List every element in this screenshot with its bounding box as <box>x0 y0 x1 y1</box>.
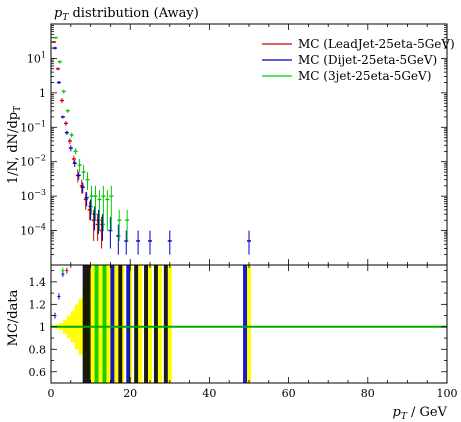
ratio-bar <box>82 265 91 383</box>
uncertainty-band <box>90 265 95 383</box>
uncertainty-band <box>128 265 133 383</box>
x-tick-label: 20 <box>123 387 137 400</box>
uncertainty-band <box>247 265 251 383</box>
ratio-bar <box>163 265 168 383</box>
ratio-content <box>51 265 447 383</box>
uncertainty-band <box>157 265 162 383</box>
ratio-bar <box>243 265 248 383</box>
axes-layer: 101 1 10−1 10−2 10−3 10−4 0 20 40 60 80 100 0.6 0.8 1 1… <box>20 23 458 400</box>
x-tick-label: 80 <box>361 387 375 400</box>
y-tick-label: 10−4 <box>20 223 46 238</box>
ratio-bar <box>110 265 115 383</box>
ratio-bar <box>134 265 139 383</box>
ratio-bar <box>102 265 107 383</box>
ratio-bar <box>118 265 123 383</box>
ratio-y-tick-label: 1 <box>39 321 46 334</box>
uncertainty-band <box>114 265 119 383</box>
legend-label: MC (Dijet-25eta-5GeV) <box>298 53 437 67</box>
ratio-y-tick-label: 0.6 <box>29 366 47 379</box>
y-tick-label: 1 <box>39 87 46 100</box>
legend-label: MC (LeadJet-25eta-5GeV) <box>298 37 455 51</box>
ratio-y-tick-label: 0.8 <box>29 343 47 356</box>
ratio-bar <box>153 265 158 383</box>
x-axis-label: pT / GeV <box>393 405 448 422</box>
ratio-bar <box>126 265 131 383</box>
y-tick-label: 10−2 <box>20 154 46 169</box>
x-tick-label: 40 <box>202 387 216 400</box>
uncertainty-band <box>167 265 172 383</box>
uncertainty-band <box>148 265 152 383</box>
x-tick-label: 100 <box>437 387 458 400</box>
legend: MC (LeadJet-25eta-5GeV) MC (Dijet-25eta-5… <box>262 37 455 83</box>
uncertainty-band <box>98 265 103 383</box>
x-tick-label: 60 <box>282 387 296 400</box>
main-content <box>52 36 251 255</box>
ratio-y-tick-label: 1.4 <box>29 276 47 289</box>
ratio-y-axis-label: MC/data <box>6 289 21 346</box>
ratio-bar <box>144 265 149 383</box>
main-y-axis-label: 1/N, dN/dpT <box>6 106 23 184</box>
chart-title: pT distribution (Away) <box>54 6 199 23</box>
legend-label: MC (3jet-25eta-5GeV) <box>298 69 431 83</box>
y-tick-label: 10−1 <box>20 119 46 134</box>
y-tick-label: 101 <box>27 50 46 65</box>
x-tick-label: 0 <box>48 387 55 400</box>
uncertainty-band <box>106 265 111 383</box>
uncertainty-band <box>138 265 143 383</box>
y-tick-label: 10−3 <box>20 188 46 203</box>
ratio-y-tick-label: 1.2 <box>29 298 47 311</box>
ratio-bar <box>94 265 99 383</box>
